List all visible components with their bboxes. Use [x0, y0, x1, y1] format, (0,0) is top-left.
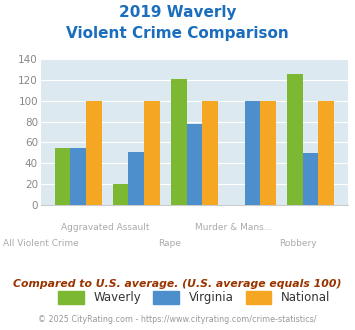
Text: All Violent Crime: All Violent Crime [3, 239, 79, 248]
Bar [318, 101, 334, 205]
Text: © 2025 CityRating.com - https://www.cityrating.com/crime-statistics/: © 2025 CityRating.com - https://www.city… [38, 315, 317, 324]
Text: 2019 Waverly: 2019 Waverly [119, 5, 236, 20]
Text: Violent Crime Comparison: Violent Crime Comparison [66, 26, 289, 41]
Text: Murder & Mans...: Murder & Mans... [195, 223, 273, 232]
Bar [55, 148, 70, 205]
Bar [287, 74, 302, 205]
Bar [302, 153, 318, 205]
Bar [171, 79, 186, 205]
Bar [144, 101, 160, 205]
Bar [129, 152, 144, 205]
Bar [260, 101, 276, 205]
Text: Aggravated Assault: Aggravated Assault [61, 223, 149, 232]
Bar [70, 148, 86, 205]
Bar [86, 101, 102, 205]
Bar [202, 101, 218, 205]
Bar [113, 184, 129, 205]
Text: Compared to U.S. average. (U.S. average equals 100): Compared to U.S. average. (U.S. average … [13, 279, 342, 289]
Bar [245, 101, 260, 205]
Text: Rape: Rape [158, 239, 181, 248]
Bar [186, 124, 202, 205]
Text: Robbery: Robbery [279, 239, 317, 248]
Legend: Waverly, Virginia, National: Waverly, Virginia, National [54, 286, 335, 309]
